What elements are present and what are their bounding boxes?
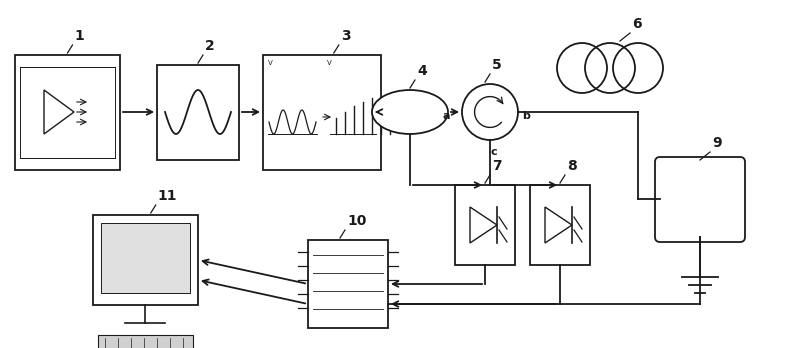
Bar [98,335,193,348]
Bar [530,185,590,265]
Bar [263,55,381,170]
FancyBboxPatch shape [655,157,745,242]
Text: a: a [443,111,450,121]
Text: 9: 9 [712,136,722,150]
Text: V: V [268,60,273,66]
Bar [15,55,120,170]
Text: b: b [522,111,530,121]
Bar [157,65,239,160]
Bar [101,223,190,293]
Bar [93,215,198,305]
Bar [20,67,115,158]
Text: 4: 4 [417,64,427,78]
Bar [308,240,388,328]
Bar [455,185,515,265]
Text: 2: 2 [205,39,215,53]
Text: 11: 11 [158,189,178,203]
Text: V: V [327,60,332,66]
Text: 1: 1 [75,29,84,43]
Text: 8: 8 [567,159,577,173]
Text: c: c [490,147,498,157]
Text: 7: 7 [492,159,501,173]
Text: 6: 6 [632,17,642,31]
Ellipse shape [372,90,448,134]
Text: 10: 10 [347,214,366,228]
Text: 3: 3 [341,29,350,43]
Text: 5: 5 [492,58,501,72]
